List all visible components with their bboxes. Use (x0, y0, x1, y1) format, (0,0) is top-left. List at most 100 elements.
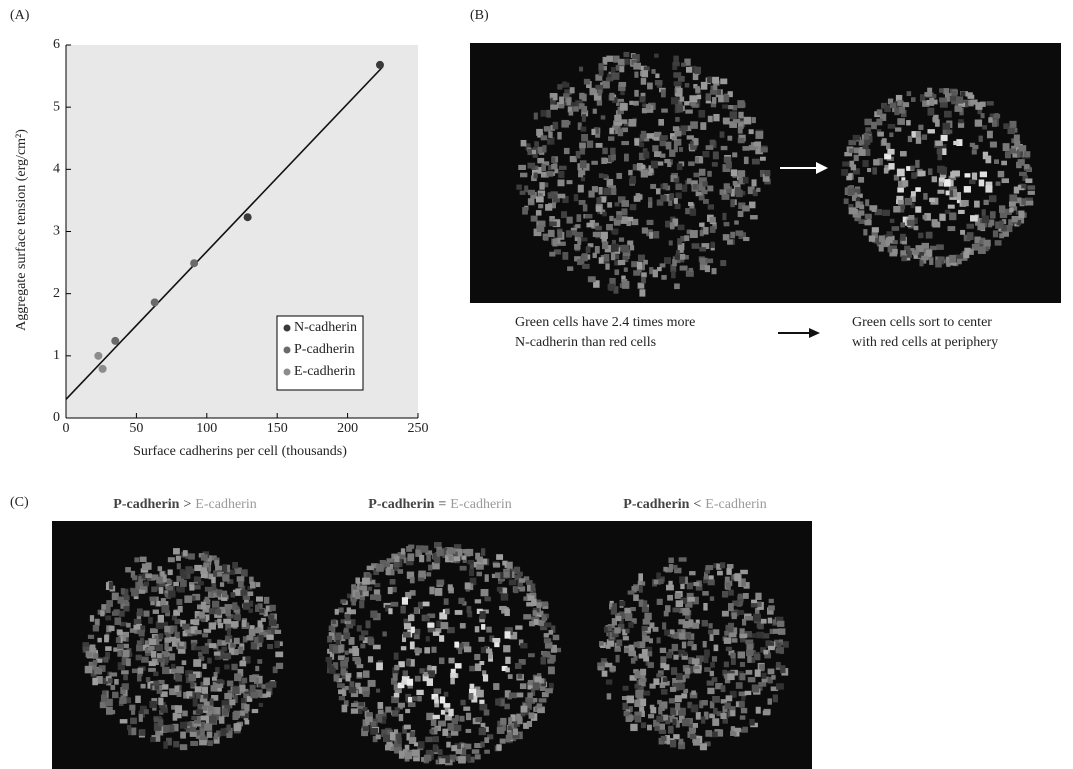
cell (481, 589, 489, 596)
cell (740, 673, 746, 680)
cell (707, 186, 713, 192)
cell (777, 642, 782, 648)
cell (624, 154, 629, 162)
cell (527, 721, 532, 727)
cell (169, 637, 176, 642)
cell (695, 157, 699, 163)
cell (214, 652, 221, 656)
cell (250, 582, 256, 589)
cell (537, 158, 544, 163)
point (376, 61, 384, 69)
cell (653, 627, 659, 632)
cell (710, 671, 714, 676)
cell (111, 685, 116, 690)
cell (993, 230, 998, 237)
cell (429, 729, 434, 734)
y-tick-label: 4 (53, 162, 60, 177)
cell (660, 195, 666, 202)
cell (149, 639, 156, 645)
cell (326, 657, 333, 662)
cell (463, 549, 470, 553)
cell (693, 184, 698, 190)
cell (581, 134, 588, 141)
cell (727, 136, 732, 141)
cell (93, 660, 98, 665)
cell (679, 147, 683, 152)
cell (889, 132, 893, 137)
cell (243, 603, 250, 610)
cell (742, 205, 750, 211)
cell (500, 718, 506, 725)
heading: P-cadherin>E-cadherin (113, 497, 256, 512)
cell (949, 255, 956, 263)
cell (481, 624, 485, 630)
cell (720, 131, 725, 137)
cell (382, 631, 386, 636)
cell (965, 92, 972, 96)
cell (539, 698, 547, 702)
cell (106, 606, 111, 613)
cell (209, 622, 216, 629)
cell (678, 225, 685, 231)
cell (553, 122, 559, 130)
cell (905, 198, 912, 205)
cell (659, 724, 665, 731)
cell (472, 749, 480, 754)
cell (153, 610, 159, 614)
cell (518, 165, 526, 170)
cell (746, 644, 753, 651)
cell (532, 150, 536, 154)
cell (658, 579, 663, 584)
cell (162, 684, 168, 689)
cell (451, 745, 457, 751)
cell (448, 709, 453, 716)
cell (593, 232, 600, 237)
cell (570, 87, 575, 93)
cell (425, 616, 430, 621)
cell (475, 717, 482, 722)
cell (633, 594, 639, 601)
cell (449, 755, 456, 760)
cell (628, 651, 636, 657)
cell (265, 683, 270, 689)
cell (539, 182, 544, 190)
cell (346, 624, 353, 628)
cell (974, 201, 980, 208)
cell (412, 696, 417, 701)
cell (662, 622, 666, 629)
cell (637, 262, 642, 270)
cell (669, 193, 674, 201)
cell (454, 642, 459, 648)
cell (528, 198, 534, 202)
cell (694, 67, 701, 74)
cell (897, 187, 904, 192)
cell (256, 582, 260, 587)
cell (88, 635, 94, 639)
cell (599, 187, 603, 195)
cell (517, 572, 523, 577)
cell (743, 593, 749, 599)
cell (876, 119, 882, 126)
cell (723, 118, 730, 125)
cell (464, 646, 471, 652)
cell (646, 133, 652, 138)
cell (689, 571, 695, 575)
cell (370, 611, 377, 618)
cell (579, 200, 586, 205)
cell (639, 289, 645, 296)
cell (755, 669, 761, 676)
cell (435, 588, 443, 596)
cell (514, 586, 518, 593)
cell (114, 679, 119, 685)
cell (670, 687, 676, 692)
cell (658, 707, 662, 715)
cell (712, 718, 719, 726)
cell (458, 598, 464, 604)
cell (635, 715, 641, 722)
cell (672, 719, 676, 725)
cell (414, 648, 422, 653)
cell (583, 204, 588, 211)
cell (946, 130, 952, 134)
cell (126, 623, 131, 628)
cell (888, 163, 894, 170)
